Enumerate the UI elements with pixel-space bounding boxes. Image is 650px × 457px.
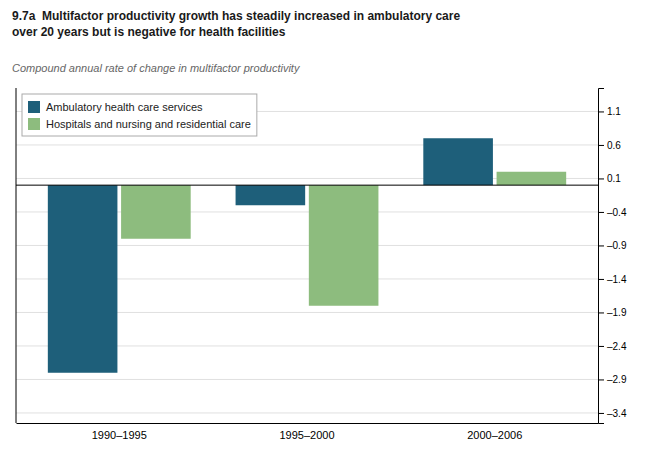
- tick-mark: [598, 111, 604, 112]
- title-line: 9.7a Multifactor productivity growth has…: [12, 9, 460, 23]
- tick-label: 1995–2000: [279, 429, 334, 441]
- bar: [121, 185, 191, 239]
- bar: [236, 185, 306, 205]
- tick-mark: [598, 212, 604, 213]
- baseline: [16, 185, 598, 186]
- x-tick: 2000–2006: [467, 429, 522, 441]
- grid-line: [16, 144, 598, 145]
- y-tick: 0.1: [598, 173, 621, 184]
- legend-item: Hospitals and nursing and residential ca…: [28, 118, 251, 130]
- tick-label: –1.9: [607, 307, 627, 318]
- y-tick: –1.9: [598, 307, 627, 318]
- title-line: over 20 years but is negative for health…: [12, 25, 286, 39]
- y-tick: –0.9: [598, 240, 627, 251]
- bar: [497, 172, 567, 185]
- y-tick: 0.6: [598, 140, 621, 151]
- y-tick: –2.4: [598, 341, 627, 352]
- legend-swatch: [28, 118, 40, 130]
- chart: 9.7a Multifactor productivity growth has…: [0, 0, 650, 457]
- tick-mark: [598, 145, 604, 146]
- tick-label: 0.6: [607, 140, 621, 151]
- tick-label: 1990–1995: [92, 429, 147, 441]
- grid: [16, 111, 598, 413]
- tick-mark: [598, 346, 604, 347]
- tick-mark: [598, 178, 604, 179]
- bar: [309, 185, 379, 306]
- tick-label: –1.4: [607, 274, 627, 285]
- tick-label: 1.1: [607, 106, 621, 117]
- legend-swatch: [28, 101, 40, 113]
- axis-line: [17, 423, 599, 424]
- series: [121, 172, 566, 306]
- subtitle: Compound annual rate of change in multif…: [12, 62, 301, 74]
- tick-mark: [598, 312, 604, 313]
- x-tick: 1995–2000: [279, 429, 334, 441]
- bar: [48, 185, 118, 373]
- plot: 1.1 0.6 0.1 –0.4 –0.9 –1.4 –1.9 –2.4 –2.9 –3.4 199…: [16, 88, 627, 441]
- x-axis: 1990–1995 1995–2000 2000–2006: [17, 424, 599, 441]
- bars: [48, 138, 566, 373]
- legend-box: [22, 94, 257, 136]
- y-tick: –0.4: [598, 207, 627, 218]
- y-tick: –3.4: [598, 408, 627, 419]
- y-tick: 1.1: [598, 106, 621, 117]
- tick-label: 0.1: [607, 173, 621, 184]
- tick-label: –2.4: [607, 341, 627, 352]
- bar: [423, 138, 493, 185]
- legend: Ambulatory health care services Hospitals…: [22, 94, 257, 136]
- tick-mark: [598, 245, 604, 246]
- tick-label: –3.4: [607, 408, 627, 419]
- series: [48, 138, 493, 373]
- frame-line: [16, 88, 17, 423]
- legend-item: Ambulatory health care services: [28, 101, 203, 113]
- tick-label: –0.4: [607, 207, 627, 218]
- legend-label: Hospitals and nursing and residential ca…: [46, 118, 251, 130]
- tick-mark: [598, 413, 604, 414]
- y-axis: 1.1 0.6 0.1 –0.4 –0.9 –1.4 –1.9 –2.4 –2.9 –3.4: [598, 89, 627, 424]
- tick-label: –2.9: [607, 374, 627, 385]
- y-tick: –1.4: [598, 274, 627, 285]
- axis-line: [599, 89, 605, 424]
- grid-line: [16, 379, 598, 380]
- tick-mark: [598, 279, 604, 280]
- tick-label: –0.9: [607, 240, 627, 251]
- tick-mark: [598, 379, 604, 380]
- legend-label: Ambulatory health care services: [46, 101, 203, 113]
- title: 9.7a Multifactor productivity growth has…: [12, 9, 460, 39]
- y-tick: –2.9: [598, 374, 627, 385]
- tick-label: 2000–2006: [467, 429, 522, 441]
- x-tick: 1990–1995: [92, 429, 147, 441]
- grid-line: [16, 412, 598, 413]
